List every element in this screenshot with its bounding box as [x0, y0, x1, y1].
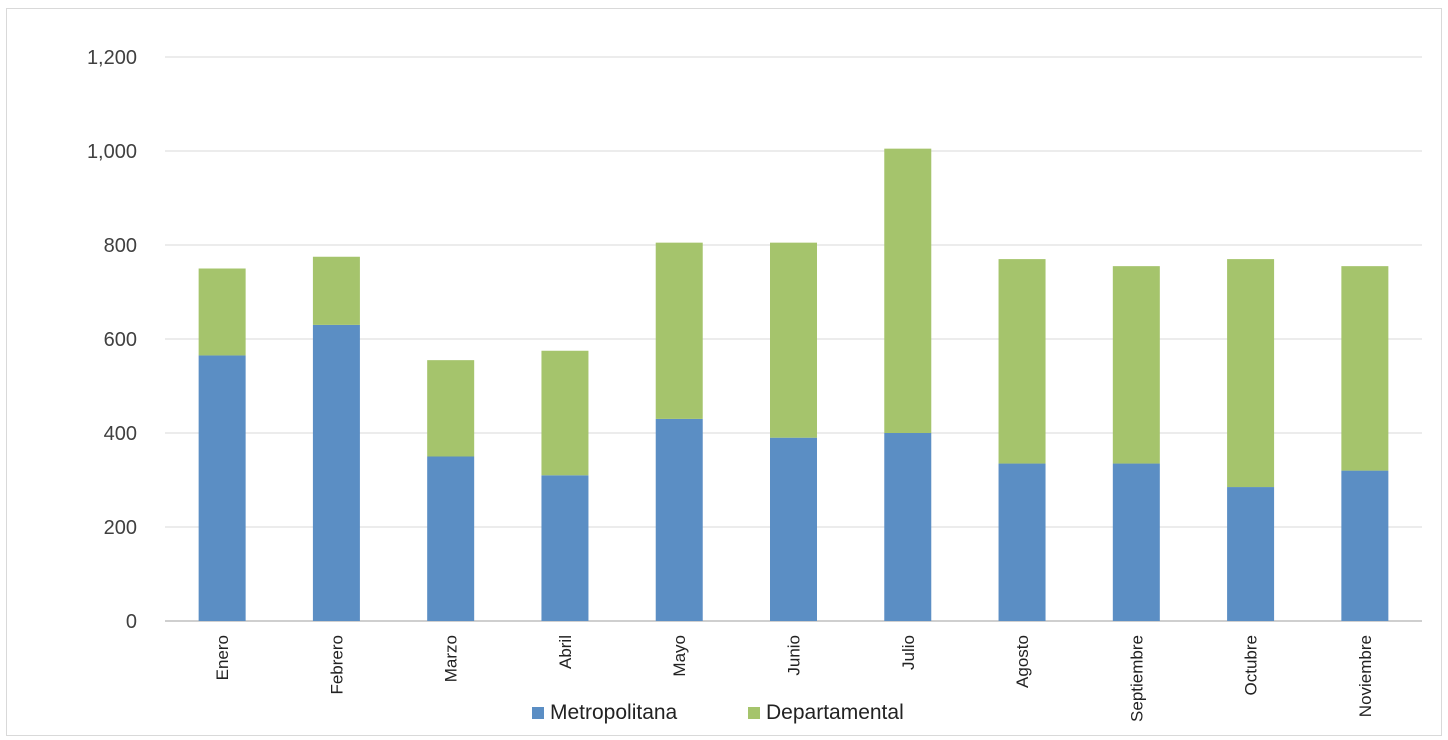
x-tick-label: Septiembre	[1127, 635, 1146, 722]
x-tick-label: Enero	[213, 635, 232, 680]
bar-departamental	[427, 360, 475, 457]
x-tick-label: Abril	[556, 635, 575, 669]
bar-departamental	[312, 256, 360, 325]
legend-label-departamental: Departamental	[766, 701, 904, 724]
legend-label-metropolitana: Metropolitana	[550, 701, 678, 724]
x-tick-label: Marzo	[442, 635, 461, 682]
bar-departamental	[998, 259, 1046, 464]
bar-departamental	[884, 148, 932, 433]
legend-swatch-departamental	[748, 707, 760, 719]
bar-metropolitana	[770, 437, 817, 621]
x-tick-label: Mayo	[670, 635, 689, 677]
y-tick-label: 1,000	[87, 141, 137, 163]
bar-metropolitana	[312, 324, 360, 621]
y-tick-label: 400	[104, 423, 137, 445]
bar-metropolitana	[655, 418, 703, 621]
bar-metropolitana	[541, 475, 589, 621]
bar-metropolitana	[884, 433, 932, 621]
x-tick-label: Noviembre	[1356, 635, 1375, 717]
y-tick-label: 0	[126, 611, 137, 633]
bar-departamental	[541, 350, 589, 476]
legend-swatch-metropolitana	[532, 707, 544, 719]
y-tick-label: 1,200	[87, 47, 137, 69]
bar-departamental	[1112, 266, 1160, 464]
x-tick-label: Julio	[899, 635, 918, 670]
y-tick-label: 800	[104, 235, 137, 257]
bar-metropolitana	[998, 463, 1046, 621]
y-tick-label: 200	[104, 517, 137, 539]
x-tick-label: Junio	[785, 635, 804, 676]
bar-metropolitana	[1341, 470, 1389, 621]
y-tick-label: 600	[104, 329, 137, 351]
bar-departamental	[770, 242, 817, 438]
x-tick-label: Agosto	[1013, 635, 1032, 688]
bar-departamental	[198, 268, 246, 356]
bar-metropolitana	[1112, 463, 1160, 621]
bar-metropolitana	[427, 456, 475, 621]
bar-metropolitana	[198, 355, 246, 621]
bar-departamental	[1227, 259, 1275, 488]
bar-departamental	[1341, 266, 1389, 471]
x-tick-label: Octubre	[1242, 635, 1261, 695]
bar-metropolitana	[1227, 487, 1275, 621]
x-tick-label: Febrero	[327, 635, 346, 695]
bar-departamental	[655, 242, 703, 419]
